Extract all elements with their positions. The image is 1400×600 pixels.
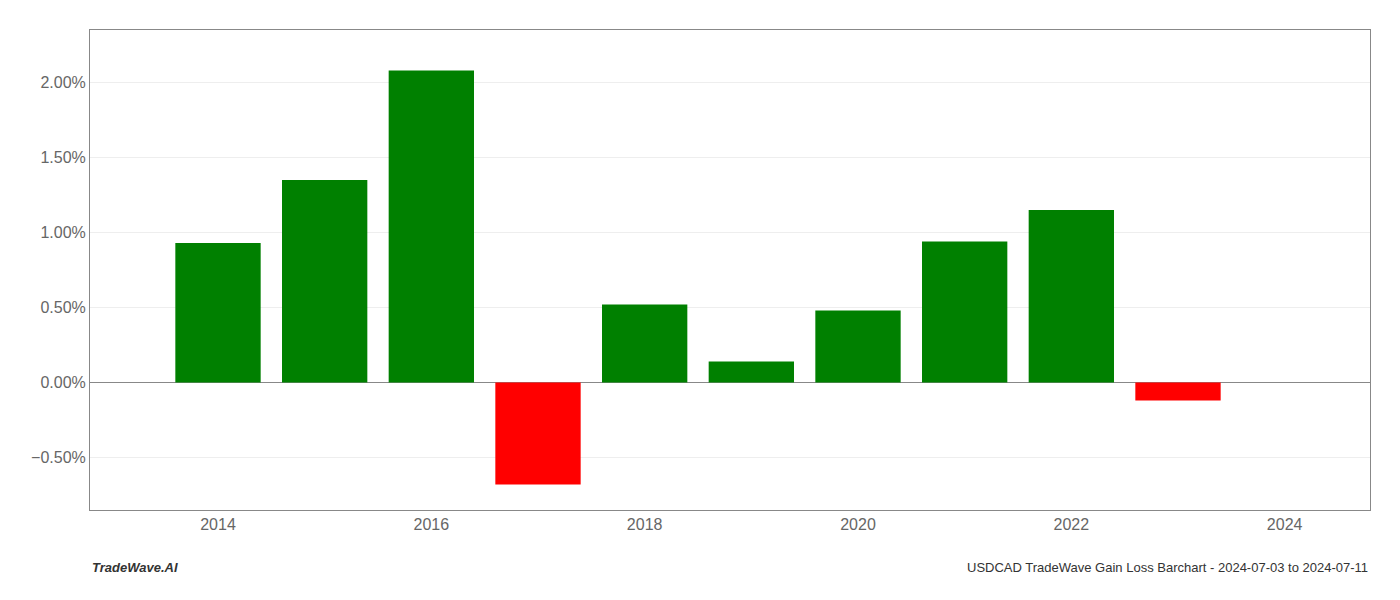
svg-text:2020: 2020 (840, 516, 876, 533)
svg-text:−0.50%: −0.50% (31, 449, 86, 466)
svg-text:2016: 2016 (414, 516, 450, 533)
svg-text:USDCAD TradeWave Gain Loss Bar: USDCAD TradeWave Gain Loss Barchart - 20… (967, 560, 1368, 575)
svg-text:TradeWave.AI: TradeWave.AI (92, 560, 178, 575)
svg-text:0.50%: 0.50% (40, 299, 85, 316)
svg-text:1.00%: 1.00% (40, 224, 85, 241)
svg-text:2022: 2022 (1054, 516, 1090, 533)
svg-text:1.50%: 1.50% (40, 149, 85, 166)
svg-text:2024: 2024 (1267, 516, 1303, 533)
svg-text:2014: 2014 (200, 516, 236, 533)
svg-text:2018: 2018 (627, 516, 663, 533)
svg-text:0.00%: 0.00% (40, 374, 85, 391)
svg-text:2.00%: 2.00% (40, 74, 85, 91)
